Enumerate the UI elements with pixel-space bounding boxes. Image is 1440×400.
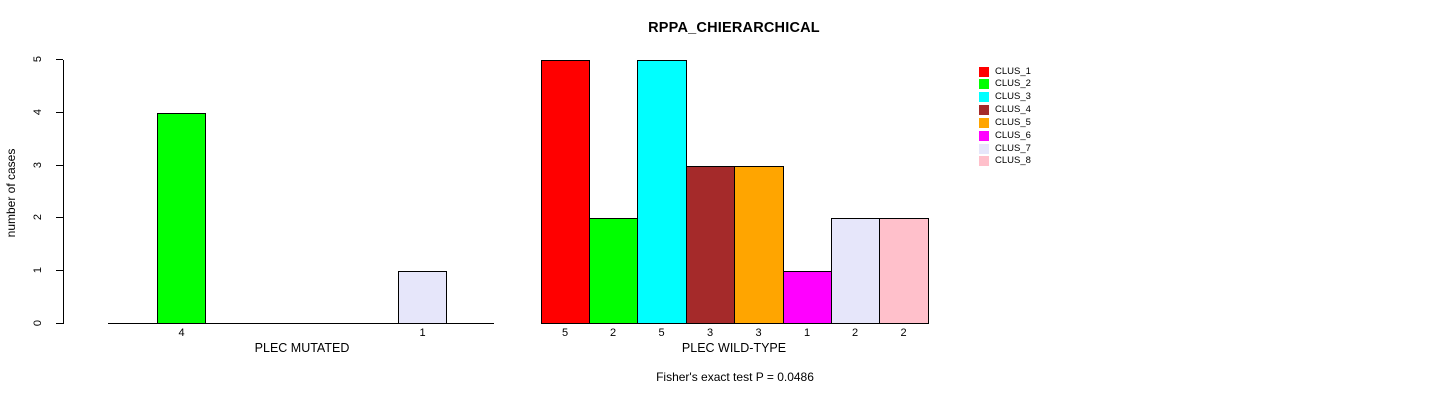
bar-category-label: 4: [178, 327, 185, 339]
legend-label: CLUS_5: [995, 117, 1031, 128]
y-axis-tick-label: 5: [32, 55, 44, 63]
bar: [831, 218, 880, 324]
bar-category-label: 3: [755, 327, 762, 339]
y-axis-tick: [56, 59, 63, 60]
legend-swatch: [979, 67, 989, 77]
left-x-axis-line: [108, 323, 494, 324]
y-axis-tick: [56, 112, 63, 113]
bar-category-label: 2: [609, 327, 617, 339]
bar: [637, 60, 687, 324]
legend-swatch: [979, 156, 989, 166]
bar-category-label: 3: [706, 327, 714, 339]
legend-swatch: [979, 92, 989, 102]
bar: [398, 271, 447, 324]
y-axis-tick: [56, 165, 63, 166]
legend-swatch: [979, 79, 989, 89]
bar: [783, 271, 832, 324]
bar-category-label: 2: [900, 327, 907, 339]
legend-swatch: [979, 144, 989, 154]
legend-label: CLUS_3: [995, 91, 1031, 102]
bar: [686, 166, 735, 324]
y-axis-line: [63, 60, 64, 324]
legend-label: CLUS_4: [995, 104, 1031, 115]
legend-swatch: [979, 118, 989, 128]
bar: [157, 113, 206, 324]
bar-category-label: 2: [851, 327, 859, 339]
y-axis-tick: [56, 270, 63, 271]
bar: [589, 218, 638, 324]
legend-label: CLUS_1: [995, 66, 1031, 77]
y-axis-tick-label: 4: [32, 108, 44, 116]
y-axis-tick-label: 3: [32, 161, 44, 169]
chart-title: RPPA_CHIERARCHICAL: [648, 20, 820, 36]
left-x-axis-label: PLEC MUTATED: [254, 341, 350, 355]
legend-label: CLUS_7: [995, 143, 1031, 154]
legend-label: CLUS_8: [995, 155, 1031, 166]
bar: [541, 60, 590, 324]
y-axis-tick-label: 1: [32, 266, 44, 274]
bar: [879, 218, 929, 324]
legend-swatch: [979, 131, 989, 141]
bar-category-label: 1: [803, 327, 811, 339]
legend-swatch: [979, 105, 989, 115]
fisher-test-note: Fisher's exact test P = 0.0486: [656, 370, 814, 384]
y-axis-tick: [56, 217, 63, 218]
legend-label: CLUS_6: [995, 130, 1031, 141]
legend-label: CLUS_2: [995, 78, 1031, 89]
y-axis-tick: [56, 323, 63, 324]
bar-category-label: 5: [561, 327, 569, 339]
right-x-axis-label: PLEC WILD-TYPE: [681, 341, 787, 355]
y-axis-tick-label: 0: [32, 319, 44, 327]
bar: [734, 166, 784, 324]
y-axis-label: number of cases: [4, 148, 18, 238]
y-axis-tick-label: 2: [32, 213, 44, 221]
bar-category-label: 5: [658, 327, 665, 339]
bar-category-label: 1: [419, 327, 426, 339]
